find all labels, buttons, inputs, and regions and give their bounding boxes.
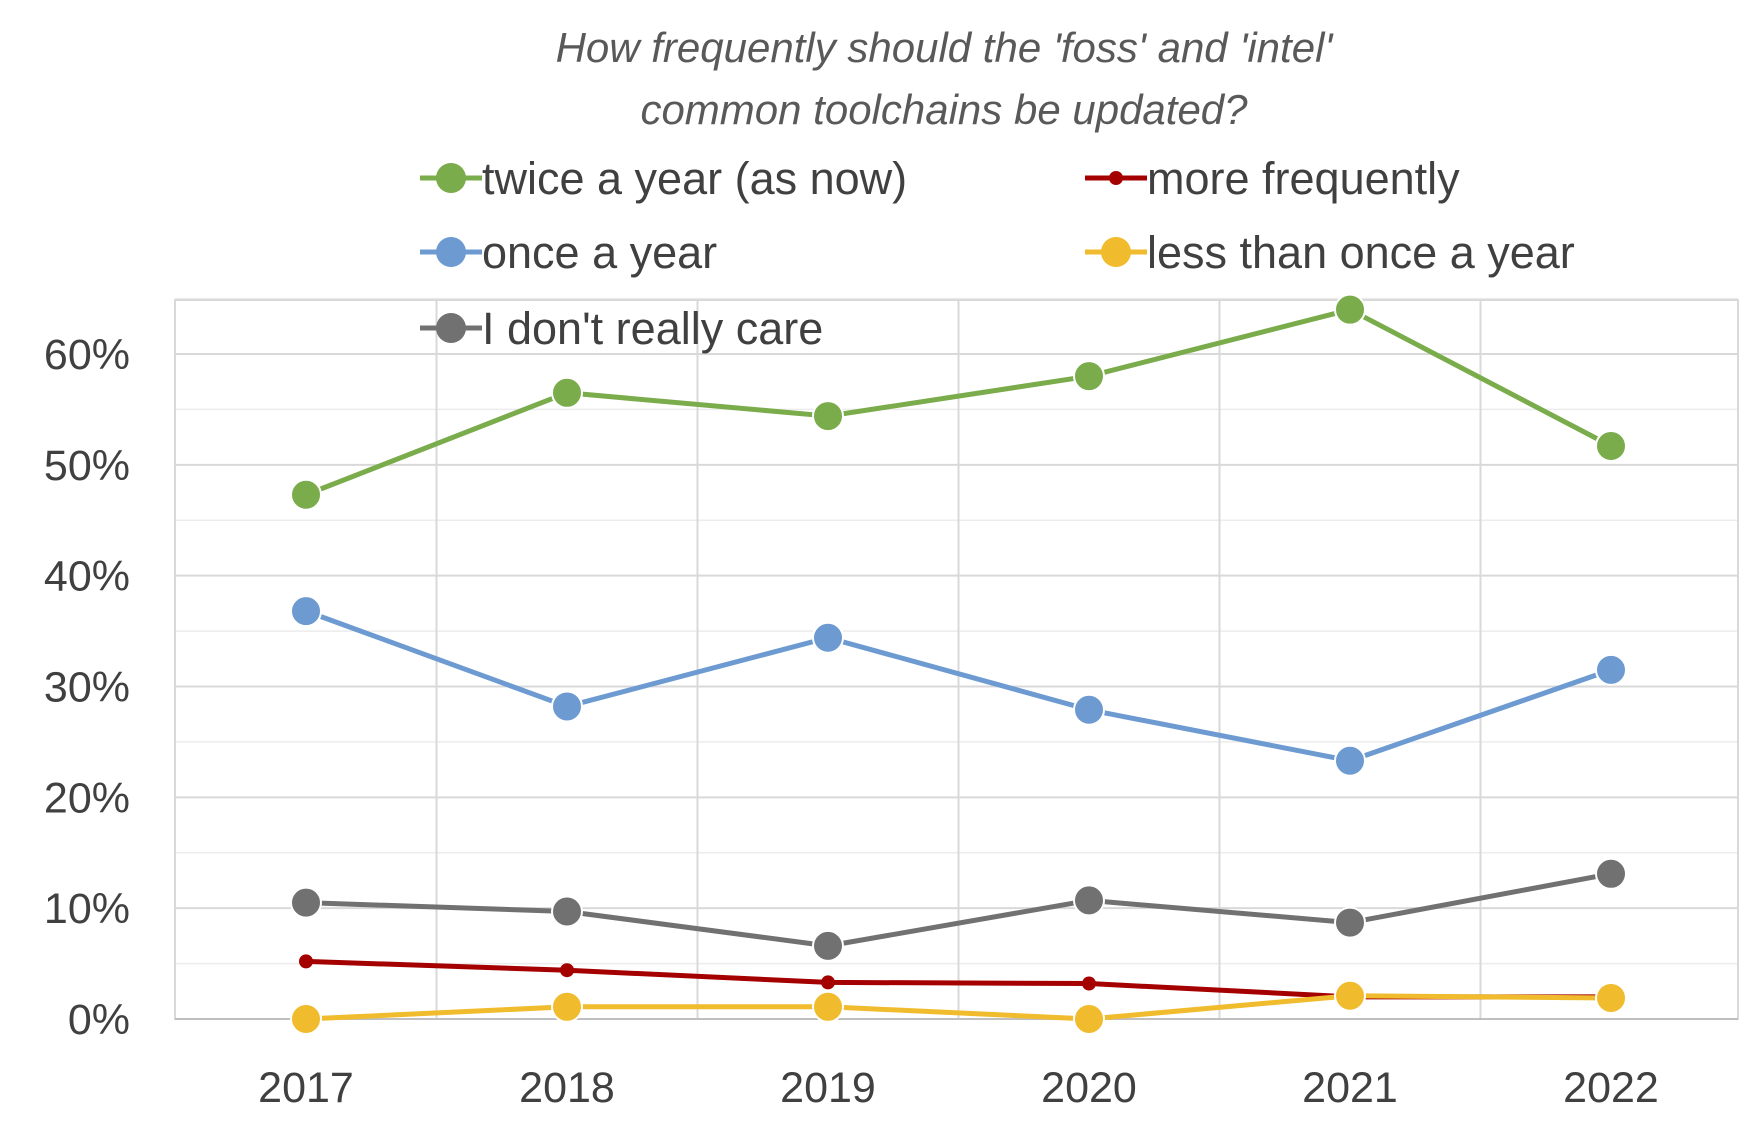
- data-point: [812, 400, 844, 433]
- y-tick-label: 60%: [44, 331, 130, 379]
- data-point: [1073, 693, 1105, 726]
- data-point: [1595, 857, 1627, 890]
- data-point: [1334, 744, 1366, 777]
- data-point: [812, 990, 844, 1023]
- y-tick-label: 0%: [68, 996, 130, 1044]
- data-point: [551, 990, 583, 1023]
- legend-item: more frequently: [1085, 153, 1460, 204]
- data-point: [1334, 979, 1366, 1012]
- y-tick-label: 40%: [44, 553, 130, 601]
- data-point: [1073, 884, 1105, 917]
- y-tick-label: 30%: [44, 664, 130, 712]
- legend-item: I don't really care: [420, 303, 823, 354]
- legend-marker: [436, 163, 466, 193]
- data-point: [299, 954, 313, 969]
- data-point: [1595, 429, 1627, 462]
- x-tick-label: 2022: [1563, 1064, 1659, 1112]
- data-point: [551, 895, 583, 928]
- data-point: [560, 963, 574, 978]
- series-0: [290, 293, 1627, 511]
- chart-title-line-1: How frequently should the 'foss' and 'in…: [556, 24, 1335, 71]
- legend-item: twice a year (as now): [420, 153, 907, 204]
- chart-title-line-2: common toolchains be updated?: [640, 86, 1248, 133]
- legend-label: more frequently: [1147, 153, 1460, 204]
- x-tick-label: 2018: [519, 1064, 615, 1112]
- data-point: [812, 621, 844, 654]
- series-line: [303, 608, 1614, 764]
- x-tick-label: 2020: [1041, 1064, 1137, 1112]
- data-point: [1595, 981, 1627, 1014]
- data-point: [1595, 653, 1627, 686]
- legend: twice a year (as now) more frequently once…: [420, 153, 1575, 354]
- data-point: [290, 886, 322, 919]
- legend-marker: [436, 237, 466, 267]
- axes: 0% 10% 20% 30% 40% 50% 60% 2017 2018 2019 2020 2021…: [44, 331, 1738, 1112]
- data-point: [821, 975, 835, 990]
- legend-item: less than once a year: [1085, 227, 1575, 278]
- legend-label: I don't really care: [482, 303, 823, 354]
- series-line: [303, 307, 1614, 498]
- legend-label: once a year: [482, 227, 717, 278]
- legend-marker: [436, 313, 466, 343]
- data-point: [290, 478, 322, 511]
- y-tick-label: 20%: [44, 774, 130, 822]
- y-tick-label: 10%: [44, 885, 130, 933]
- series-4: [290, 857, 1627, 962]
- gridlines: [174, 297, 1739, 1020]
- x-tick-label: 2017: [258, 1064, 354, 1112]
- legend-label: twice a year (as now): [482, 153, 907, 204]
- series-2: [290, 595, 1627, 777]
- series-line: [303, 871, 1614, 949]
- data-point: [1073, 360, 1105, 393]
- data-point: [1082, 976, 1096, 991]
- y-tick-label: 50%: [44, 442, 130, 490]
- x-tick-label: 2019: [780, 1064, 876, 1112]
- legend-marker: [1109, 171, 1123, 185]
- data-point: [551, 376, 583, 409]
- data-point: [1073, 1003, 1105, 1035]
- legend-marker: [1101, 237, 1131, 267]
- data-point: [1334, 293, 1366, 326]
- data-point: [812, 929, 844, 962]
- data-point: [290, 1003, 322, 1035]
- data-point: [551, 690, 583, 723]
- series-3: [290, 979, 1627, 1035]
- plot-area-border: [174, 299, 1739, 1020]
- legend-label: less than once a year: [1147, 227, 1575, 278]
- data-point: [1334, 906, 1366, 939]
- legend-item: once a year: [420, 227, 717, 278]
- x-tick-label: 2021: [1302, 1064, 1398, 1112]
- series-line: [303, 993, 1614, 1022]
- data-point: [290, 595, 322, 628]
- data-series: [290, 293, 1627, 1035]
